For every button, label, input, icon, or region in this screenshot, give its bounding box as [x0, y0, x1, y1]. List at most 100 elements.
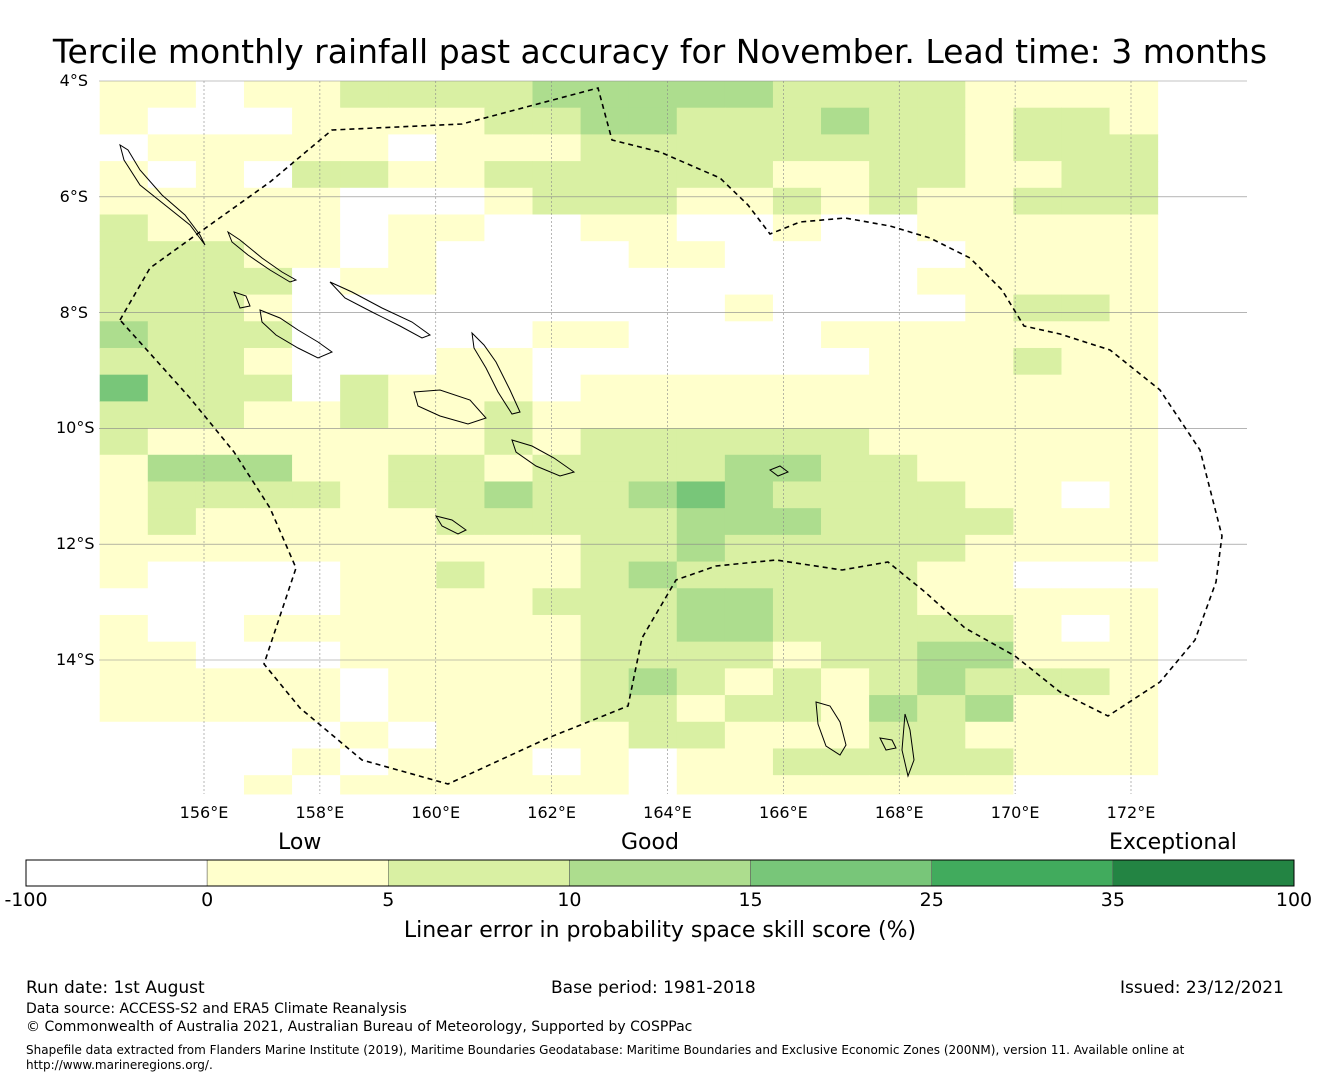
grid-cell — [724, 267, 774, 296]
grid-cell — [147, 161, 197, 189]
grid-cell — [532, 161, 582, 189]
grid-cell — [628, 321, 678, 349]
grid-cell — [917, 428, 966, 456]
grid-cell — [99, 561, 149, 589]
grid-cell — [869, 695, 918, 723]
grid-cell — [676, 614, 726, 643]
grid-cell — [772, 695, 822, 723]
grid-cell — [821, 748, 870, 776]
grid-cell — [436, 481, 485, 509]
grid-cell — [484, 187, 534, 215]
grid-cell — [292, 775, 341, 795]
grid-cell — [772, 187, 822, 215]
grid-cell — [917, 374, 966, 402]
island-makira — [511, 439, 576, 477]
grid-cell — [1061, 214, 1111, 242]
grid-cell — [243, 614, 293, 643]
grid-cell — [676, 454, 726, 482]
grid-cell — [1061, 401, 1111, 429]
grid-cell — [1109, 161, 1159, 189]
grid-cell — [821, 161, 870, 189]
grid-cell — [484, 214, 534, 242]
grid-cell — [628, 534, 678, 563]
grid-cell — [147, 428, 197, 456]
grid-cell — [821, 588, 870, 616]
grid-cell — [340, 721, 389, 749]
grid-cell — [917, 267, 966, 296]
grid-cell — [195, 721, 245, 749]
grid-cell — [965, 668, 1014, 696]
grid-cell — [340, 374, 389, 402]
lon-label: 170°E — [990, 803, 1040, 822]
grid-cell — [195, 588, 245, 616]
grid-cell — [628, 214, 678, 242]
colorbar-segment — [25, 859, 208, 887]
grid-cell — [724, 161, 774, 189]
grid-cell — [917, 134, 966, 162]
grid-cell — [1109, 481, 1159, 509]
grid-cell — [243, 508, 293, 536]
grid-cell — [436, 214, 485, 242]
grid-cell — [917, 668, 966, 696]
grid-cell — [772, 721, 822, 749]
grid-cell — [917, 401, 966, 429]
grid-cell — [965, 161, 1014, 189]
grid-cell — [292, 107, 341, 135]
grid-cell — [869, 534, 918, 563]
grid-cell — [1061, 267, 1111, 296]
grid-cell — [340, 454, 389, 482]
grid-cell — [292, 428, 341, 456]
grid-cell — [1061, 641, 1111, 669]
grid-cell — [388, 454, 437, 482]
grid-cell — [676, 241, 726, 269]
grid-cell — [1109, 668, 1159, 696]
grid-cell — [580, 748, 630, 776]
grid-cell — [484, 161, 534, 189]
grid-cell — [628, 401, 678, 429]
grid-cell — [821, 668, 870, 696]
grid-cell — [243, 641, 293, 669]
category-exceptional: Exceptional — [1109, 830, 1237, 855]
grid-cell — [917, 241, 966, 269]
grid-cell — [724, 401, 774, 429]
data-source: Data source: ACCESS-S2 and ERA5 Climate … — [26, 1001, 407, 1017]
grid-cell — [1013, 481, 1062, 509]
grid-cell — [628, 161, 678, 189]
grid-cell — [340, 641, 389, 669]
skill-score-grid — [99, 81, 1159, 795]
grid-cell — [1061, 775, 1111, 795]
grid-cell — [99, 214, 149, 242]
grid-cell — [580, 107, 630, 135]
grid-cell — [99, 775, 149, 795]
grid-cell — [772, 561, 822, 589]
grid-cell — [147, 508, 197, 536]
grid-cell — [724, 107, 774, 135]
grid-cell — [532, 267, 582, 296]
grid-cell — [965, 614, 1014, 643]
grid-cell — [965, 81, 1014, 109]
grid-cell — [1061, 481, 1111, 509]
grid-cell — [147, 347, 197, 376]
grid-cell — [1013, 161, 1062, 189]
grid-cell — [532, 641, 582, 669]
grid-cell — [772, 534, 822, 563]
grid-cell — [388, 641, 437, 669]
grid-cell — [388, 561, 437, 589]
grid-cell — [195, 695, 245, 723]
grid-cell — [195, 107, 245, 135]
grid-cell — [917, 347, 966, 376]
grid-cell — [532, 374, 582, 402]
grid-cell — [676, 214, 726, 242]
grid-cell — [1013, 401, 1062, 429]
grid-cell — [821, 321, 870, 349]
grid-cell — [821, 134, 870, 162]
grid-cell — [917, 588, 966, 616]
colorbar-tick-label: 15 — [738, 889, 763, 911]
lon-label: 158°E — [295, 803, 345, 822]
grid-cell — [580, 534, 630, 563]
grid-cell — [1061, 321, 1111, 349]
grid-cell — [772, 294, 822, 322]
grid-cell — [243, 161, 293, 189]
grid-cell — [1061, 721, 1111, 749]
grid-cell — [436, 321, 485, 349]
